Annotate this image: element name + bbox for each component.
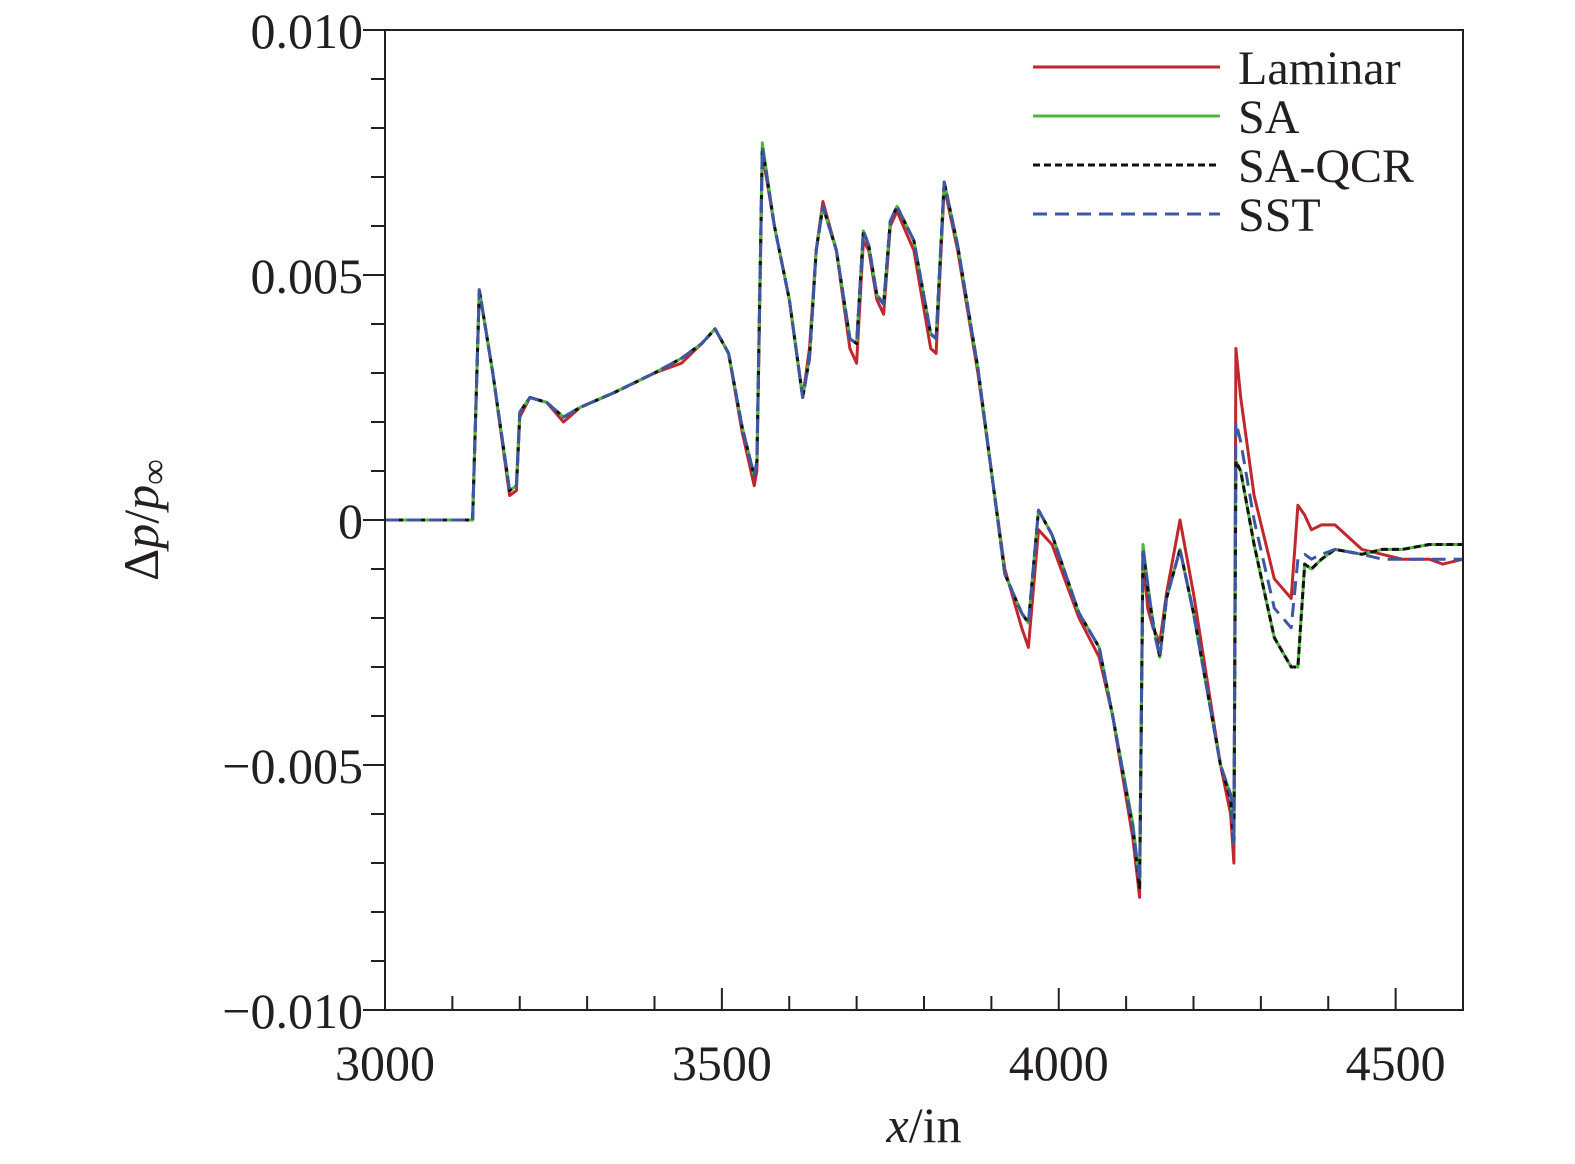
tick-labels: 3000 3500 4000 4500 −0.010 −0.005 0 0.005 0.010 [222,3,1445,1091]
y-axis-slash: / [113,510,169,524]
y-axis-delta: Δ [113,549,169,581]
legend-label-sst: SST [1238,189,1321,242]
y-tick-label: 0.010 [251,3,364,59]
y-axis-label: Δp/p∞ [113,459,174,581]
legend-label-sa: SA [1238,91,1300,144]
y-axis-subscript: ∞ [134,459,174,485]
series-layer [385,141,1464,899]
legend-label-laminar: Laminar [1238,42,1401,95]
y-tick-label: 0.005 [251,248,364,304]
x-tick-label: 3500 [672,1035,772,1091]
y-tick-label: 0 [338,493,363,549]
x-tick-label: 4000 [1009,1035,1109,1091]
series-line-sa-qcr [385,146,1463,889]
y-axis-variable-ref: p [113,485,169,513]
x-tick-label: 3000 [335,1035,435,1091]
legend-label-sa-qcr: SA-QCR [1238,140,1414,193]
series-line-sst [385,146,1463,885]
y-tick-label: −0.010 [222,983,363,1039]
y-axis-variable: p [113,524,169,552]
x-axis-unit: /in [909,1097,962,1153]
x-axis-label: x/in [886,1097,962,1153]
x-tick-label: 4500 [1346,1035,1446,1091]
y-tick-label: −0.005 [222,738,363,794]
series-line-laminar [385,151,1464,899]
x-axis-variable: x [886,1097,909,1153]
axis-ticks [363,29,1464,1011]
